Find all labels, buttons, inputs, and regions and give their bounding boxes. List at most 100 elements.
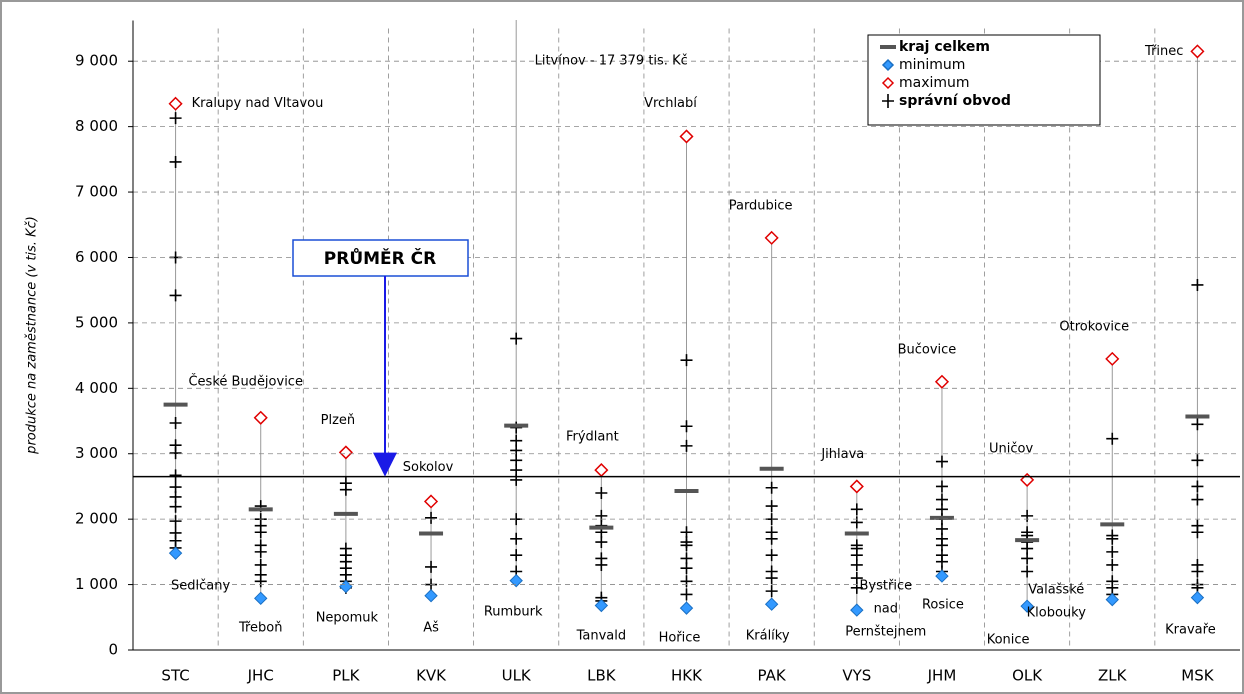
district-plus [850,503,863,516]
y-tick-label: 9 000 [75,52,118,70]
district-plus [680,420,693,433]
district-plus [169,469,182,482]
district-plus [850,581,863,594]
legend-label: minimum [899,57,965,73]
average-arrowhead [373,452,397,477]
y-axis-label: produkce na zaměstnance (v tis. Kč) [25,216,40,455]
maximum-label: Vrchlabí [644,96,697,111]
district-plus [680,354,693,367]
district-plus [680,588,693,601]
maximum-label: Kralupy nad Vltavou [192,96,324,111]
x-tick-label: ZLK [1098,667,1128,685]
district-plus [169,416,182,429]
district-plus [1191,278,1204,291]
legend-symbol [882,94,894,108]
district-plus [1021,565,1034,578]
minimum-label: Aš [423,621,439,636]
minimum-label: Rosice [922,598,964,613]
maximum-marker [168,96,183,111]
district-plus [765,532,778,545]
district-plus [169,515,182,528]
x-tick-label: PLK [332,667,360,685]
minimum-marker [850,603,864,617]
x-tick-label: PAK [758,667,787,685]
minimum-marker [1020,599,1034,613]
district-plus [1191,480,1204,493]
maximum-marker [1105,351,1120,366]
y-tick-label: 2 000 [75,510,118,528]
maximum-label: Litvínov - 17 379 tis. Kč [535,54,688,69]
maximum-marker [253,410,268,425]
district-plus [595,536,608,549]
district-plus [680,562,693,575]
district-plus [169,289,182,302]
district-plus [169,447,182,460]
minimum-marker [764,597,779,611]
x-tick-label: JHC [247,667,274,685]
average-label: PRŮMĚR ČR [324,246,436,269]
legend: kraj celkem minimum maximum správní obvod [867,34,1101,126]
legend-symbol [881,76,895,90]
maximum-marker [934,374,950,389]
minimum-label: Rumburk [484,605,543,620]
district-plus [510,549,523,562]
y-tick-label: 7 000 [75,183,118,201]
maximum-label: Frýdlant [566,430,619,445]
district-plus [850,558,863,571]
district-plus [1106,545,1119,558]
minimum-marker [1190,590,1205,605]
minimum-label: Valašské [1028,583,1084,598]
maximum-marker [679,129,694,144]
minimum-marker [594,598,609,613]
district-plus [765,549,778,562]
minimum-label: Králíky [746,629,790,644]
minimum-label: Klobouky [1027,606,1087,621]
district-plus [254,575,267,588]
maximum-label: Jihlava [820,447,864,462]
district-plus [1191,526,1204,539]
maximum-marker [423,494,439,509]
maximum-label: Plzeň [321,413,356,428]
x-tick-label: STC [161,667,189,685]
minimum-label: Konice [987,633,1030,648]
district-plus [1106,432,1119,445]
district-plus [1021,509,1034,522]
minimum-label: Hořice [659,631,701,646]
y-tick-label: 4 000 [75,379,118,397]
district-plus [1021,552,1034,565]
minimum-marker [1105,592,1119,607]
minimum-marker [679,601,694,615]
x-tick-label: KVK [416,667,447,685]
maximum-marker [1190,44,1205,59]
minimum-marker [509,573,523,588]
district-plus [1106,558,1119,571]
x-tick-label: ULK [502,667,532,685]
legend-label: správní obvod [899,93,1011,109]
district-plus [765,500,778,513]
district-plus [425,511,438,524]
maximum-label: Třinec [1144,44,1183,59]
district-plus [935,455,948,468]
legend-symbol [881,58,895,72]
x-tick-label: HKK [671,667,703,685]
district-plus [1106,532,1119,545]
district-plus [765,481,778,494]
district-plus [169,155,182,168]
maximum-label: Sokolov [403,460,454,475]
minimum-label: Bystřice [860,579,913,594]
minimum-label: Třeboň [238,621,283,636]
district-plus [510,332,523,345]
x-tick-label: VYS [842,667,871,685]
y-tick-label: 8 000 [75,117,118,135]
minimum-label: nad [874,602,898,617]
district-plus [510,532,523,545]
legend-box [867,34,1101,126]
y-tick-label: 0 [108,641,118,659]
maximum-marker [338,445,353,460]
minimum-label: Pernštejnem [845,625,926,640]
district-plus [595,558,608,571]
minimum-marker [168,546,183,560]
maximum-label: Otrokovice [1059,319,1129,334]
maximum-label: Pardubice [729,198,793,213]
district-plus [595,486,608,499]
